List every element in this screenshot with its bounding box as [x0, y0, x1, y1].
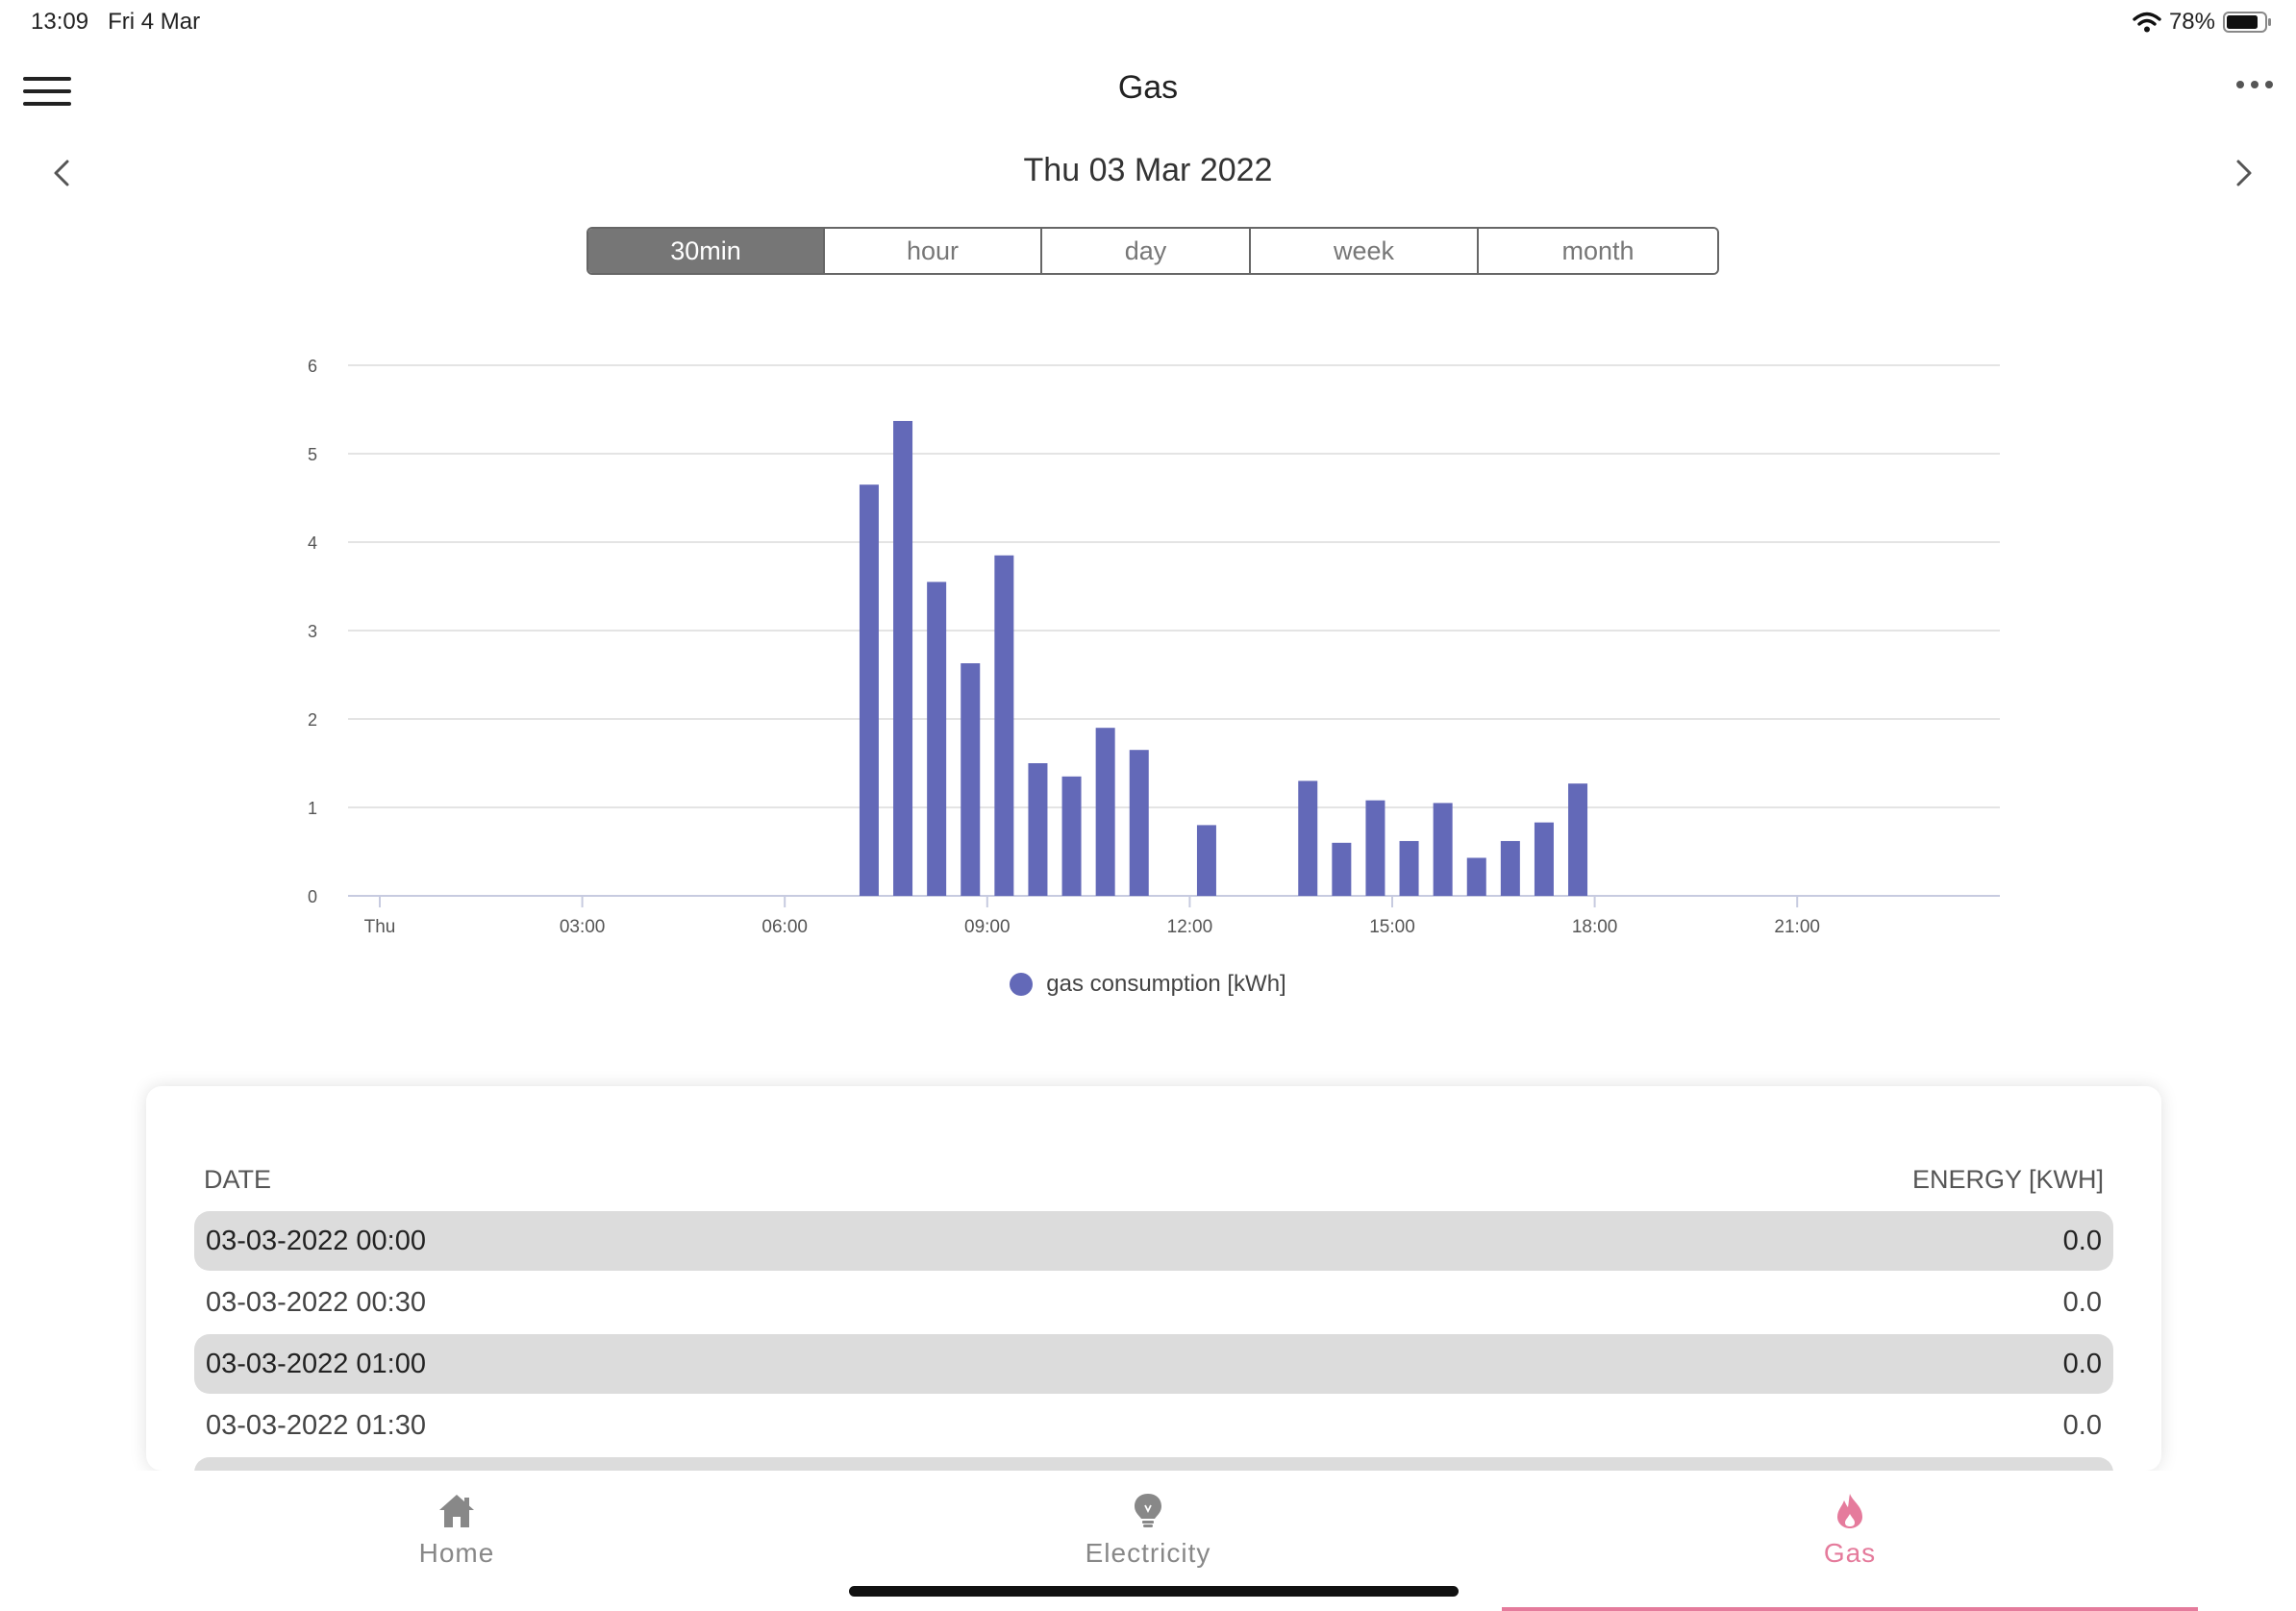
y-tick-label: 2 [308, 710, 317, 730]
y-tick-label: 0 [308, 887, 317, 906]
segment-day[interactable]: day [1042, 229, 1251, 273]
home-indicator-bar [849, 1586, 1459, 1597]
table-row: 03-03-2022 00:30 0.0 [194, 1273, 2113, 1332]
bar [1534, 822, 1554, 896]
row-date: 03-03-2022 00:00 [206, 1225, 426, 1256]
bar [927, 582, 947, 896]
bar [1466, 857, 1486, 896]
active-tab-indicator [1502, 1607, 2198, 1611]
next-day-chevron-icon[interactable] [2233, 156, 2256, 190]
tab-electricity-label: Electricity [1085, 1538, 1211, 1568]
app-header: Gas [0, 54, 2296, 131]
bar [1298, 781, 1318, 896]
gas-consumption-bar-chart: 0 1 2 3 4 5 6 Thu 03:00 06:00 09:00 12:00 15:00 18:00… [308, 357, 2000, 937]
row-energy: 0.0 [2062, 1409, 2102, 1441]
y-tick-label: 1 [308, 799, 317, 818]
row-date: 03-03-2022 01:30 [206, 1409, 426, 1441]
row-date: 03-03-2022 01:00 [206, 1348, 426, 1379]
page-title: Gas [1117, 69, 1179, 106]
row-date: 03-03-2022 00:30 [206, 1286, 426, 1318]
status-date: Fri 4 Mar [108, 9, 201, 35]
lightbulb-icon [1135, 1494, 1161, 1527]
battery-icon [2223, 12, 2271, 33]
bar [1433, 803, 1453, 896]
row-energy: 0.0 [2062, 1286, 2102, 1318]
table-header: DATE ENERGY [KWH] [204, 1165, 2104, 1195]
more-options-icon[interactable] [2236, 81, 2273, 88]
bar [1500, 840, 1520, 896]
bottom-tab-bar: Home Electricity Gas [0, 1471, 2296, 1611]
bar [1028, 763, 1048, 896]
segment-week[interactable]: week [1251, 229, 1479, 273]
bar [1061, 776, 1082, 896]
hamburger-menu-icon[interactable] [23, 77, 71, 108]
x-tick-label: 03:00 [560, 917, 606, 937]
bar [1095, 728, 1115, 896]
wifi-icon [2133, 12, 2161, 33]
x-tick-label: 18:00 [1572, 917, 1618, 937]
table-row: 03-03-2022 01:30 0.0 [194, 1396, 2113, 1455]
previous-day-chevron-icon[interactable] [50, 156, 73, 190]
consumption-table: DATE ENERGY [KWH] 03-03-2022 00:00 0.0 0… [146, 1086, 2161, 1471]
interval-segmented-control: 30min hour day week month [586, 227, 1719, 275]
bar [893, 420, 913, 896]
row-energy: 0.0 [2062, 1348, 2102, 1379]
y-tick-label: 4 [308, 533, 317, 553]
table-row: 03-03-2022 01:00 0.0 [194, 1334, 2113, 1394]
bar [961, 663, 981, 896]
bar [859, 484, 879, 896]
bar [1129, 750, 1149, 896]
tab-electricity[interactable]: Electricity [1004, 1492, 1292, 1569]
date-navigator: Thu 03 Mar 2022 [0, 144, 2296, 202]
bar [1196, 825, 1216, 896]
battery-percent: 78% [2168, 9, 2215, 35]
column-header-date: DATE [204, 1165, 272, 1194]
table-row: 03-03-2022 00:00 0.0 [194, 1211, 2113, 1271]
bar [1365, 800, 1385, 896]
x-tick-label: 21:00 [1774, 917, 1820, 937]
segment-month[interactable]: month [1479, 229, 1717, 273]
bar [1568, 783, 1588, 896]
bar [1332, 842, 1352, 896]
status-bar: 13:09 Fri 4 Mar 78% [0, 0, 2296, 46]
status-time: 13:09 [31, 9, 89, 35]
x-tick-label: 06:00 [761, 917, 808, 937]
chart-legend: gas consumption [kWh] [0, 971, 2296, 998]
tab-gas-label: Gas [1823, 1538, 1877, 1568]
x-tick-label: Thu [364, 917, 396, 937]
y-tick-label: 3 [308, 622, 317, 641]
legend-marker-dot [1010, 973, 1034, 996]
house-icon [439, 1495, 474, 1527]
flame-icon [1837, 1494, 1862, 1528]
tab-gas[interactable]: Gas [1706, 1492, 1994, 1569]
x-tick-label: 12:00 [1167, 917, 1213, 937]
tab-home-label: Home [418, 1538, 495, 1568]
legend-label: gas consumption [kWh] [1046, 971, 1286, 997]
column-header-energy: ENERGY [KWH] [1911, 1165, 2104, 1194]
bar [1399, 840, 1419, 896]
x-tick-label: 15:00 [1369, 917, 1415, 937]
row-energy: 0.0 [2062, 1225, 2102, 1256]
table-row [194, 1457, 2113, 1471]
segment-30min[interactable]: 30min [588, 229, 825, 273]
tab-home[interactable]: Home [312, 1492, 601, 1569]
bar [994, 555, 1014, 896]
segment-hour[interactable]: hour [825, 229, 1042, 273]
x-tick-label: 09:00 [964, 917, 1011, 937]
y-tick-label: 6 [308, 357, 317, 376]
selected-date: Thu 03 Mar 2022 [1023, 152, 1273, 188]
y-tick-label: 5 [308, 445, 317, 464]
